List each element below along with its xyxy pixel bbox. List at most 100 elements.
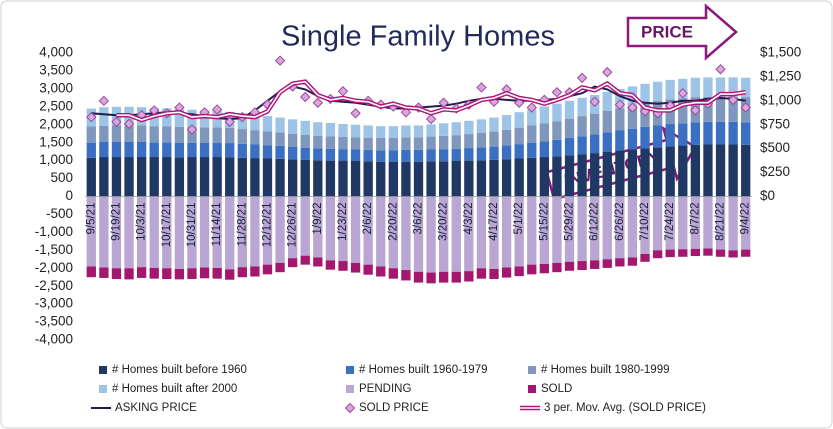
- x-tick-label: 4/17/22: [488, 202, 500, 240]
- bar: [287, 133, 298, 147]
- bar: [489, 196, 499, 269]
- bar: [149, 267, 159, 279]
- legend-label: # Homes built 1980-1999: [541, 364, 670, 376]
- bar: [690, 122, 701, 145]
- bar: [590, 113, 600, 135]
- bar: [552, 121, 562, 140]
- bar: [602, 132, 612, 152]
- bar: [187, 268, 197, 280]
- sold-price-marker: [602, 66, 613, 78]
- bar: [728, 144, 738, 197]
- bar: [690, 77, 701, 98]
- bar: [376, 266, 386, 277]
- bar: [426, 196, 436, 273]
- bar: [715, 249, 726, 257]
- bar: [577, 261, 587, 271]
- bar: [313, 160, 323, 197]
- bar: [552, 196, 562, 263]
- sold-price-marker: [715, 64, 726, 75]
- bar: [136, 196, 147, 268]
- bar: [627, 196, 638, 258]
- bar: [489, 159, 499, 197]
- bar: [652, 125, 663, 148]
- sold-price-marker: [690, 105, 701, 116]
- x-tick-label: 7/10/22: [639, 203, 651, 241]
- bar: [439, 271, 449, 283]
- bar: [401, 270, 411, 281]
- bar: [275, 262, 285, 273]
- sold-price-marker: [224, 116, 235, 128]
- bar: [413, 137, 424, 150]
- bar: [439, 196, 449, 272]
- bar: [187, 196, 197, 269]
- sold-price-marker: [300, 91, 311, 103]
- legend-swatch: [528, 385, 536, 393]
- bar: [451, 135, 461, 149]
- bar: [99, 196, 109, 268]
- x-tick-label: 11/28/21: [236, 203, 248, 247]
- plot-area: -4,000 -3,500 -3,000 -2,500 -2,000 -1,500 -1,0…: [35, 45, 802, 347]
- bar: [162, 157, 172, 197]
- bar: [615, 258, 625, 267]
- bar: [640, 83, 650, 104]
- bar: [199, 127, 210, 143]
- bar: [86, 142, 96, 158]
- bar: [275, 117, 285, 133]
- bar: [665, 79, 675, 100]
- bar: [501, 159, 512, 197]
- x-tick-label: 6/26/22: [614, 203, 626, 241]
- bar: [615, 130, 625, 151]
- bar: [225, 143, 235, 158]
- y-tick-label: -500: [46, 206, 73, 221]
- y2-tick-label: $500: [760, 140, 790, 155]
- y-tick-label: -3,500: [35, 314, 73, 329]
- x-tick-label: 12/26/21: [287, 203, 299, 248]
- bar: [602, 259, 612, 268]
- bar: [86, 157, 96, 197]
- bar: [690, 144, 701, 197]
- sold-price-marker: [111, 116, 122, 128]
- bar: [313, 135, 323, 149]
- bar: [237, 196, 247, 268]
- bar: [388, 150, 398, 162]
- bar: [363, 161, 373, 197]
- bar: [199, 110, 210, 128]
- bar: [376, 161, 386, 197]
- bar: [225, 269, 235, 280]
- bar: [199, 196, 210, 268]
- bar: [313, 148, 323, 161]
- x-tick-label: 9/5/21: [85, 203, 97, 235]
- y-tick-label: 1,500: [39, 134, 73, 149]
- bar: [225, 196, 235, 270]
- bar: [552, 156, 562, 197]
- bar: [464, 134, 474, 149]
- bar: [325, 196, 336, 261]
- bar: [237, 143, 247, 158]
- bar: [287, 258, 298, 268]
- bar: [124, 141, 134, 158]
- y-tick-label: 1,000: [39, 152, 73, 167]
- y-tick-label: 4,000: [39, 45, 73, 60]
- bar: [212, 267, 222, 279]
- bar: [363, 264, 373, 275]
- bar: [250, 114, 260, 131]
- bar: [86, 266, 96, 278]
- bar: [539, 157, 550, 197]
- bar: [577, 136, 587, 155]
- bar: [489, 146, 499, 160]
- bar: [527, 142, 537, 158]
- bar: [287, 146, 298, 160]
- bar: [401, 125, 411, 138]
- bar: [413, 125, 424, 138]
- bar: [615, 150, 625, 197]
- bar: [338, 149, 348, 161]
- bar: [338, 124, 348, 137]
- bar: [464, 120, 474, 135]
- bar: [640, 196, 650, 254]
- bar: [174, 268, 185, 280]
- bar: [539, 106, 550, 124]
- bar: [627, 149, 638, 197]
- bar: [300, 159, 310, 197]
- bar: [439, 149, 449, 162]
- bar: [539, 123, 550, 142]
